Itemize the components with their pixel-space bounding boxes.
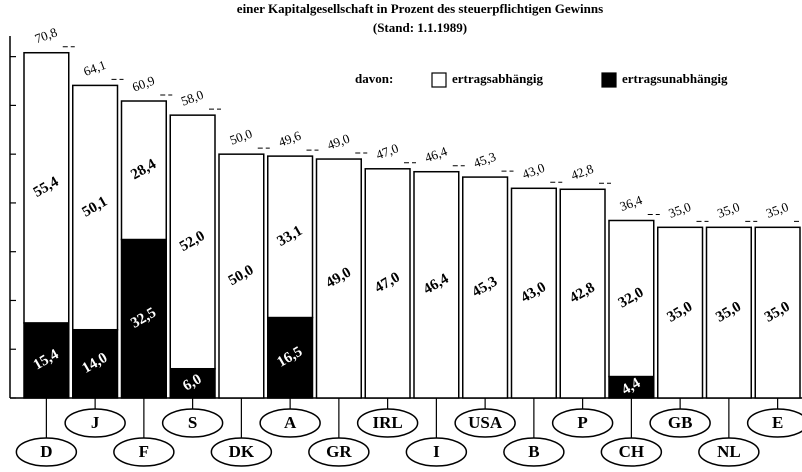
category-ellipse — [64, 408, 126, 438]
category-ellipse — [356, 408, 419, 438]
legend-swatch — [431, 72, 447, 88]
x-tick-label: D — [40, 442, 52, 461]
category-ellipse — [113, 437, 175, 467]
x-tick-label: I — [433, 442, 440, 461]
x-tick-label: F — [139, 442, 149, 461]
category-ellipse — [161, 408, 224, 438]
category-ellipse — [259, 408, 321, 438]
x-tick-label: GB — [668, 413, 693, 432]
x-tick-label: B — [528, 442, 539, 461]
category-ellipse — [15, 437, 78, 467]
x-tick-label: J — [91, 413, 100, 432]
category-ellipse — [600, 437, 663, 467]
legend-swatch — [601, 72, 617, 88]
total-label: 35,0 — [715, 199, 742, 221]
total-label: 70,8 — [33, 24, 60, 46]
total-label: 58,0 — [179, 87, 206, 109]
bar-segment — [462, 176, 509, 399]
x-tick-label: A — [284, 413, 297, 432]
bar-segment — [267, 155, 314, 319]
bar-segment — [413, 170, 460, 399]
total-label: 45,3 — [471, 149, 498, 171]
category-ellipse — [454, 408, 516, 438]
x-tick-label: IRL — [373, 413, 403, 432]
category-ellipse — [698, 437, 760, 467]
total-label: 35,0 — [666, 199, 693, 221]
bar-segment — [120, 100, 167, 241]
x-tick-label: GR — [326, 442, 352, 461]
x-tick-label: DK — [229, 442, 255, 461]
chart-subtitle: (Stand: 1.1.1989) — [373, 20, 467, 35]
bar-segment — [120, 238, 167, 399]
total-label: 49,6 — [276, 128, 303, 150]
category-ellipse — [210, 437, 273, 467]
bar-segment — [218, 153, 265, 399]
total-label: 60,9 — [130, 73, 157, 95]
total-label: 35,0 — [764, 199, 791, 221]
total-label: 36,4 — [618, 192, 645, 214]
bar-segment — [608, 219, 655, 378]
legend-prefix: davon: — [355, 71, 393, 86]
category-ellipse — [503, 437, 565, 467]
bar-segment — [72, 84, 119, 331]
bar-segment — [705, 226, 752, 399]
category-ellipse — [405, 437, 468, 467]
total-label: 43,0 — [520, 160, 547, 182]
x-tick-label: CH — [619, 442, 645, 461]
legend-label: ertragsabhängig — [452, 71, 544, 86]
bar-segment — [510, 187, 557, 399]
category-ellipse — [308, 437, 370, 467]
bar-segment — [169, 367, 216, 399]
total-label: 46,4 — [423, 143, 450, 165]
bar-segment — [23, 51, 70, 324]
x-tick-label: S — [188, 413, 197, 432]
category-ellipse — [551, 408, 614, 438]
x-tick-label: E — [772, 413, 783, 432]
bar-segment — [315, 158, 362, 399]
x-tick-label: P — [577, 413, 587, 432]
x-tick-label: USA — [468, 413, 503, 432]
bar-segment — [364, 168, 411, 399]
category-ellipse — [746, 408, 802, 438]
legend-label: ertragsunabhängig — [622, 71, 728, 86]
total-label: 42,8 — [569, 161, 596, 183]
category-ellipse — [649, 408, 711, 438]
x-tick-label: NL — [717, 442, 741, 461]
chart-title: einer Kapitalgesellschaft in Prozent des… — [237, 1, 603, 16]
total-label: 50,0 — [228, 126, 255, 148]
bar-segment — [657, 226, 704, 399]
bar-segment — [169, 114, 216, 370]
bar-segment — [559, 188, 606, 399]
total-label: 47,0 — [374, 140, 401, 162]
total-label: 49,0 — [325, 131, 352, 153]
total-label: 64,1 — [81, 57, 108, 79]
